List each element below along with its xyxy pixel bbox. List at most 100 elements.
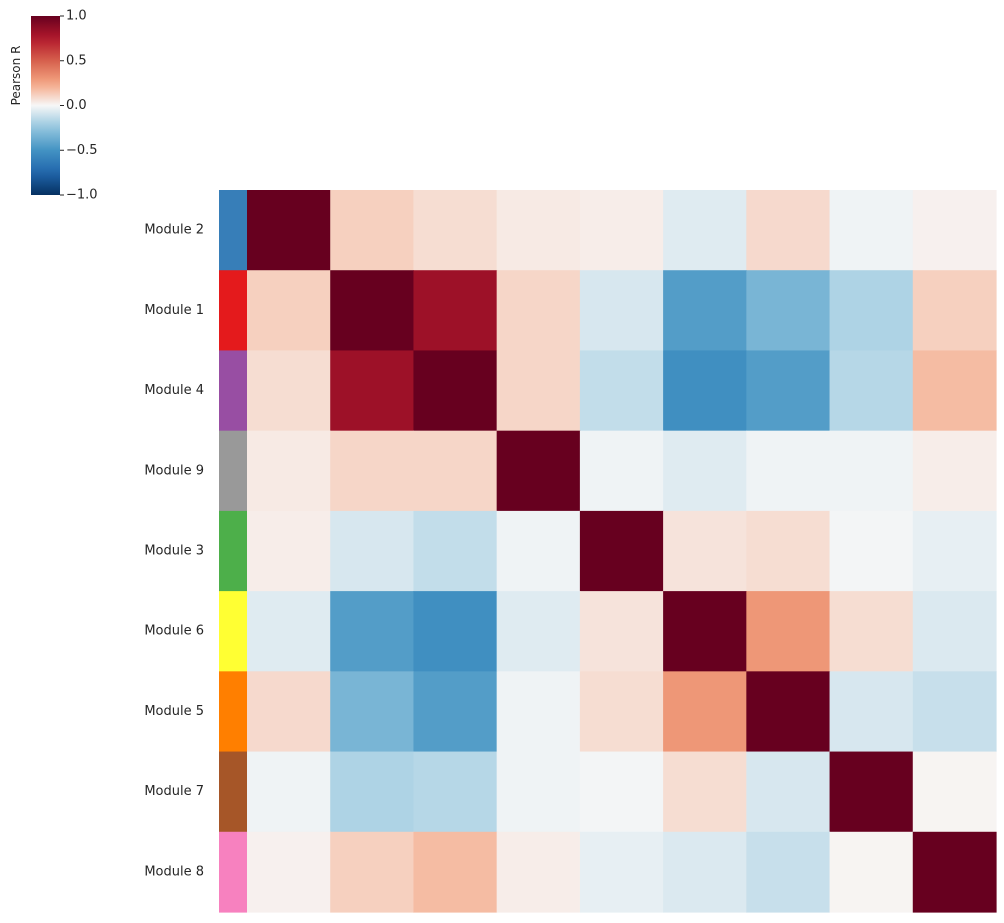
- heatmap-cell-5-2: [413, 591, 498, 672]
- heatmap-cell-4-2: [413, 510, 498, 592]
- heatmap-cell-7-7: [829, 751, 914, 833]
- heatmap-cell-3-2: [413, 430, 498, 512]
- heatmap-cell-3-6: [746, 430, 831, 512]
- heatmap-cell-5-0: [247, 591, 331, 672]
- heatmap-cell-7-5: [663, 751, 747, 833]
- colorbar-gradient: [31, 16, 60, 195]
- heatmap-cell-7-6: [746, 751, 831, 833]
- heatmap-cell-5-7: [829, 591, 914, 672]
- heatmap-cell-2-1: [330, 350, 415, 432]
- row-color-2: [219, 350, 247, 432]
- heatmap-cell-6-2: [413, 671, 498, 753]
- heatmap-cell-3-3: [496, 430, 581, 512]
- heatmap-cell-4-8: [912, 510, 997, 592]
- heatmap-cell-6-5: [663, 671, 747, 753]
- heatmap-cell-0-1: [330, 190, 415, 271]
- row-label-2: Module 4: [144, 383, 204, 398]
- heatmap-cell-1-3: [496, 270, 581, 352]
- heatmap-cell-3-4: [579, 430, 664, 512]
- row-label-3: Module 9: [144, 463, 204, 478]
- heatmap-cell-6-8: [912, 671, 997, 753]
- colorbar-ticks: 1.0 0.5 0.0 −0.5 −1.0: [60, 9, 98, 203]
- heatmap-cell-7-8: [912, 751, 997, 833]
- heatmap-cell-6-3: [496, 671, 581, 753]
- heatmap-cell-6-7: [829, 671, 914, 753]
- colorbar-tick-label-0: 1.0: [66, 9, 87, 24]
- heatmap-cell-8-1: [330, 831, 415, 913]
- row-label-4: Module 3: [144, 544, 204, 559]
- heatmap-cell-2-7: [829, 350, 914, 432]
- heatmap-cell-1-6: [746, 270, 831, 352]
- row-label-8: Module 8: [144, 864, 204, 879]
- colorbar: 1.0 0.5 0.0 −0.5 −1.0 Pearson R: [9, 9, 98, 203]
- row-color-0: [219, 190, 247, 271]
- colorbar-tick-label-3: −0.5: [66, 143, 98, 158]
- heatmap-cell-5-8: [912, 591, 997, 672]
- heatmap-cell-8-3: [496, 831, 581, 913]
- row-color-1: [219, 270, 247, 352]
- colorbar-label: Pearson R: [9, 46, 23, 106]
- heatmap-cell-5-3: [496, 591, 581, 672]
- heatmap-cell-4-6: [746, 510, 831, 592]
- row-label-6: Module 5: [144, 704, 204, 719]
- heatmap-cell-1-8: [912, 270, 997, 352]
- colorbar-tick-label-2: 0.0: [66, 98, 87, 113]
- row-labels: Module 2 Module 1 Module 4 Module 9 Module 3…: [144, 223, 204, 880]
- heatmap-cell-4-1: [330, 510, 415, 592]
- row-label-1: Module 1: [144, 303, 204, 318]
- heatmap-cell-7-2: [413, 751, 498, 833]
- row-color-6: [219, 671, 247, 753]
- row-color-8: [219, 831, 247, 913]
- heatmap-cells: [247, 190, 997, 913]
- heatmap-cell-8-6: [746, 831, 831, 913]
- heatmap-cell-0-5: [663, 190, 747, 271]
- heatmap-cell-1-7: [829, 270, 914, 352]
- heatmap-cell-8-5: [663, 831, 747, 913]
- heatmap-cell-6-1: [330, 671, 415, 753]
- heatmap-cell-8-4: [579, 831, 664, 913]
- heatmap-cell-5-5: [663, 591, 747, 672]
- heatmap-cell-7-3: [496, 751, 581, 833]
- heatmap-cell-2-6: [746, 350, 831, 432]
- row-color-3: [219, 430, 247, 512]
- heatmap-cell-0-0: [247, 190, 331, 271]
- heatmap-cell-3-5: [663, 430, 747, 512]
- heatmap-cell-8-7: [829, 831, 914, 913]
- heatmap-cell-1-0: [247, 270, 331, 352]
- heatmap-cell-7-1: [330, 751, 415, 833]
- heatmap-cell-5-6: [746, 591, 831, 672]
- heatmap-cell-7-0: [247, 751, 331, 833]
- heatmap-cell-8-2: [413, 831, 498, 913]
- heatmap-cell-4-3: [496, 510, 581, 592]
- heatmap-cell-6-6: [746, 671, 831, 753]
- heatmap-cell-5-1: [330, 591, 415, 672]
- heatmap-cell-1-5: [663, 270, 747, 352]
- row-color-7: [219, 751, 247, 833]
- row-label-5: Module 6: [144, 624, 204, 639]
- row-color-4: [219, 510, 247, 592]
- colorbar-tick-label-4: −1.0: [66, 188, 98, 203]
- heatmap-cell-8-0: [247, 831, 331, 913]
- heatmap-cell-0-7: [829, 190, 914, 271]
- row-label-0: Module 2: [144, 223, 204, 238]
- heatmap-cell-1-4: [579, 270, 664, 352]
- heatmap-cell-8-8: [912, 831, 997, 913]
- heatmap-cell-0-8: [912, 190, 997, 271]
- heatmap-cell-3-8: [912, 430, 997, 512]
- heatmap-cell-4-4: [579, 510, 664, 592]
- row-label-7: Module 7: [144, 784, 204, 799]
- heatmap-cell-4-0: [247, 510, 331, 592]
- heatmap-cell-5-4: [579, 591, 664, 672]
- heatmap-cell-7-4: [579, 751, 664, 833]
- heatmap-cell-0-4: [579, 190, 664, 271]
- heatmap-cell-0-6: [746, 190, 831, 271]
- heatmap-cell-3-7: [829, 430, 914, 512]
- heatmap-cell-2-0: [247, 350, 331, 432]
- heatmap-cell-2-4: [579, 350, 664, 432]
- heatmap-cell-6-0: [247, 671, 331, 753]
- heatmap-cell-2-2: [413, 350, 498, 432]
- heatmap-cell-2-3: [496, 350, 581, 432]
- row-color-5: [219, 591, 247, 672]
- heatmap-cell-0-3: [496, 190, 581, 271]
